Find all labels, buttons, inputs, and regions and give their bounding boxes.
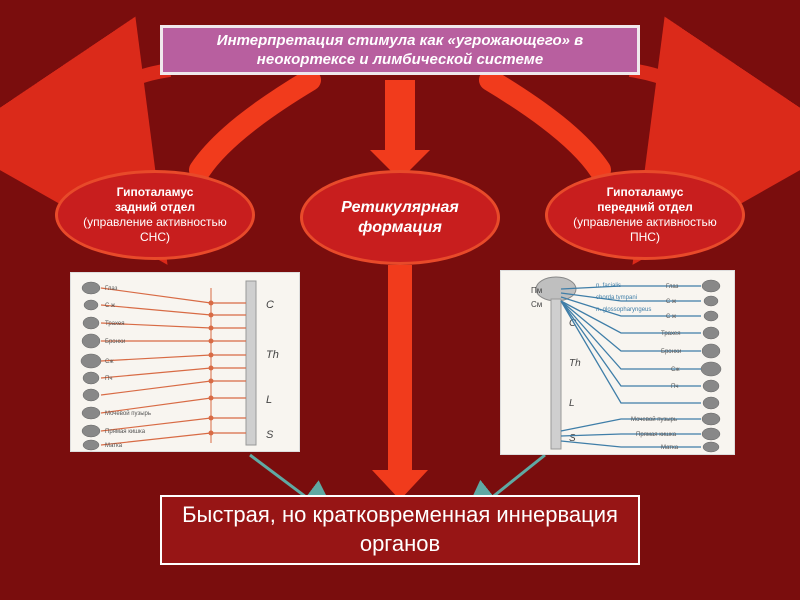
ellipse-reticular-formation: Ретикулярная формация [300,170,500,265]
curved-arrow-left [90,70,170,172]
svg-text:S: S [266,429,274,441]
svg-text:Прямая кишка: Прямая кишка [636,432,677,438]
svg-text:chorda tympani: chorda tympani [596,295,637,301]
diagram-parasympathetic: Пм См C Th L S [500,270,735,455]
svg-text:С ж: С ж [666,314,676,320]
ellipse-left-l3: (управление активностью [83,215,227,229]
ellipse-left-l1: Гипоталамус [117,185,194,199]
fat-shoulder-left [200,80,310,170]
svg-text:С ж: С ж [105,303,115,309]
fat-arrow-top-center [370,80,430,180]
svg-text:Глаз: Глаз [105,286,118,292]
slide: Интерпретация стимула как «угрожающего» … [0,0,800,600]
svg-text:Сж: Сж [671,367,679,373]
ellipse-left-l2: задний отдел [115,200,195,214]
svg-text:Мочевой пузырь: Мочевой пузырь [631,416,677,423]
bottom-box-text: Быстрая, но кратковременная иннервация о… [176,501,624,558]
svg-text:Th: Th [569,358,581,369]
svg-text:С ж: С ж [666,299,676,305]
diagram-sympathetic: C Th L S [70,272,300,452]
svg-text:Сж: Сж [105,359,113,365]
diagram-sympathetic-svg: C Th L S [71,273,301,453]
diagram-parasympathetic-svg: Пм См C Th L S [501,271,736,456]
svg-text:Глаз: Глаз [666,284,679,290]
svg-text:Пм: Пм [531,286,542,295]
ellipse-right-l2: передний отдел [597,200,693,214]
top-box-text: Интерпретация стимула как «угрожающего» … [173,31,627,70]
ellipse-left-l4: СНС) [140,230,170,244]
bottom-innervation-box: Быстрая, но кратковременная иннервация о… [160,495,640,565]
svg-text:Матка: Матка [661,445,679,451]
ellipse-right-l4: ПНС) [630,230,660,244]
svg-text:Матка: Матка [105,443,123,449]
ellipse-center-l2: формация [358,219,442,236]
svg-text:Мочевой пузырь: Мочевой пузырь [105,410,151,417]
svg-text:Пч: Пч [105,376,112,382]
fat-shoulder-right [490,80,600,170]
ellipse-center-l1: Ретикулярная [341,199,459,216]
svg-text:Пч: Пч [671,384,678,390]
top-interpretation-box: Интерпретация стимула как «угрожающего» … [160,25,640,75]
svg-text:Трахея: Трахея [105,321,125,327]
ellipse-right-l3: (управление активностью [573,215,717,229]
svg-text:L: L [266,394,272,406]
svg-text:C: C [266,299,274,311]
fat-arrow-center-bottom [372,265,428,500]
ellipse-hypothalamus-posterior: Гипоталамус задний отдел (управление акт… [55,170,255,260]
ellipse-right-l1: Гипоталамус [607,185,684,199]
svg-text:Бронхи: Бронхи [105,339,125,345]
svg-text:n. facialis: n. facialis [596,283,621,289]
curved-arrow-right [630,70,710,172]
svg-text:L: L [569,398,575,409]
svg-text:Бронхи: Бронхи [661,349,681,355]
svg-text:См: См [531,300,542,309]
svg-text:Прямая кишка: Прямая кишка [105,429,146,435]
svg-text:Трахея: Трахея [661,331,681,337]
svg-text:Th: Th [266,349,279,361]
svg-text:n. glossopharyngeus: n. glossopharyngeus [596,307,651,313]
ellipse-hypothalamus-anterior: Гипоталамус передний отдел (управление а… [545,170,745,260]
